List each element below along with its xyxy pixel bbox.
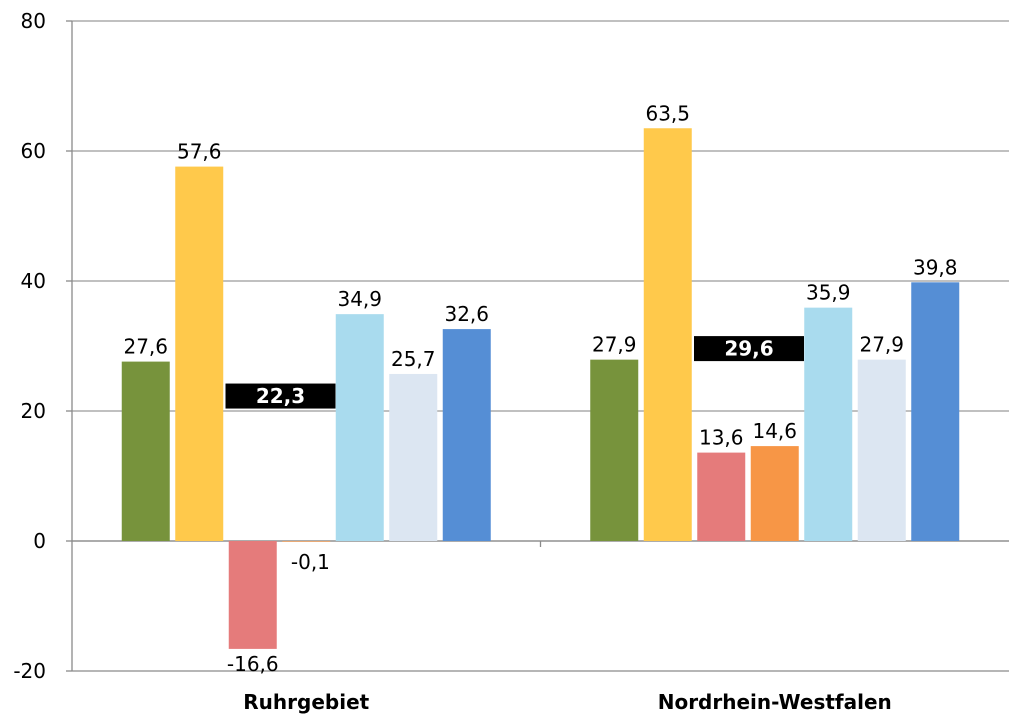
- average-label: 29,6: [724, 337, 773, 361]
- bar: [697, 452, 746, 541]
- data-label: 57,6: [177, 140, 222, 164]
- bar: [228, 541, 277, 649]
- bar: [911, 282, 960, 541]
- data-label: 27,9: [592, 333, 637, 357]
- bar: [442, 329, 491, 541]
- bar: [857, 359, 906, 541]
- y-tick-label: 40: [21, 269, 46, 293]
- bar: [750, 446, 799, 541]
- data-label: 34,9: [337, 287, 382, 311]
- data-label: 27,9: [859, 333, 904, 357]
- y-tick-label: -20: [13, 659, 46, 683]
- y-tick-label: 20: [21, 399, 46, 423]
- average-label: 22,3: [256, 384, 305, 408]
- category-label: Nordrhein-Westfalen: [658, 690, 892, 714]
- y-tick-label: 80: [21, 9, 46, 33]
- bar: [804, 307, 853, 541]
- data-label: 13,6: [699, 426, 744, 450]
- data-label: 25,7: [391, 347, 436, 371]
- data-label: 32,6: [444, 302, 489, 326]
- data-label: 27,6: [123, 335, 168, 359]
- average-marker: [694, 336, 804, 362]
- bar: [282, 541, 331, 542]
- bar: [389, 373, 438, 541]
- bar: [643, 128, 692, 541]
- bar: [590, 359, 639, 541]
- data-label: 39,8: [913, 255, 958, 279]
- data-label: -0,1: [291, 550, 330, 574]
- category-label: Ruhrgebiet: [243, 690, 369, 714]
- average-marker: [225, 383, 336, 409]
- data-label: 14,6: [752, 419, 797, 443]
- data-label: 35,9: [806, 281, 851, 305]
- bar: [121, 361, 170, 541]
- y-tick-label: 60: [21, 139, 46, 163]
- data-label: 63,5: [645, 101, 690, 125]
- y-tick-label: 0: [33, 529, 46, 553]
- data-label: -16,6: [227, 652, 279, 676]
- bar: [175, 166, 224, 541]
- bar: [335, 314, 384, 541]
